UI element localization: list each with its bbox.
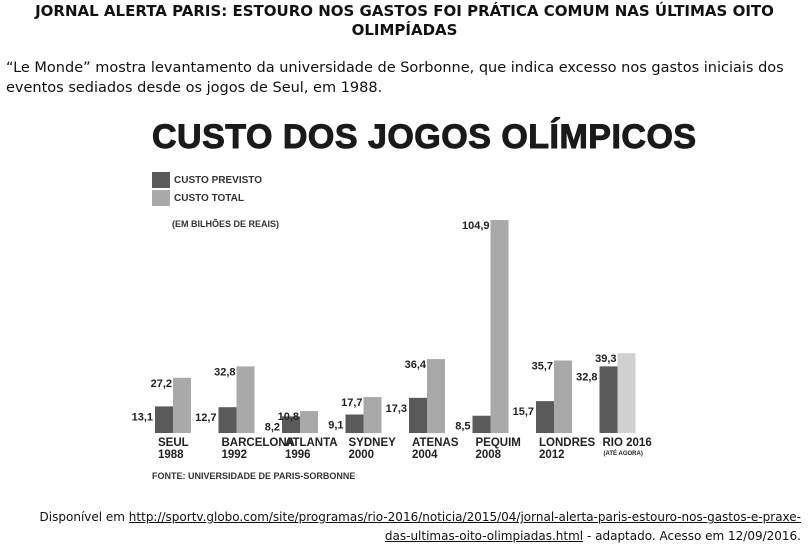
data-label-total: 36,4	[405, 359, 427, 371]
citation-link[interactable]: http://sportv.globo.com/site/programas/r…	[128, 510, 801, 543]
legend-swatch-total	[152, 190, 170, 206]
headline: JORNAL ALERTA PARIS: ESTOURO NOS GASTOS …	[35, 2, 774, 39]
bar-total	[554, 360, 572, 433]
category-year: 2004	[412, 449, 438, 461]
bar-previsto	[472, 415, 491, 433]
data-label-previsto: 8,5	[455, 421, 470, 433]
citation-prefix: Disponível em	[39, 510, 129, 524]
legend-item-total: CUSTO TOTAL	[152, 190, 244, 206]
category-label: ATLANTA	[285, 437, 338, 449]
category-note: (ATÉ AGORA)	[604, 449, 643, 457]
bar-previsto	[155, 406, 173, 433]
data-label-previsto: 17,3	[386, 403, 407, 415]
citation: Disponível em http://sportv.globo.com/si…	[21, 508, 801, 546]
chart-source: FONTE: UNIVERSIDADE DE PARIS-SORBONNE	[152, 471, 356, 481]
bar-previsto	[409, 397, 427, 433]
category-label: ATENAS	[412, 437, 459, 449]
data-label-total: 104,9	[462, 220, 490, 232]
data-label-total: 39,3	[595, 353, 616, 365]
bar-previsto	[536, 401, 554, 433]
category-label: SYDNEY	[349, 437, 397, 449]
category-year: 2012	[539, 449, 565, 461]
data-label-previsto: 15,7	[513, 406, 534, 418]
bar-previsto	[345, 414, 364, 433]
data-label-total: 17,7	[341, 397, 362, 409]
bar-total	[236, 366, 255, 433]
bar-total	[490, 220, 509, 433]
bar-previsto	[282, 416, 300, 433]
data-label-previsto: 13,1	[132, 411, 153, 423]
bar-total	[300, 411, 318, 433]
data-label-previsto: 12,7	[195, 412, 216, 424]
bar-previsto	[599, 366, 618, 433]
data-label-previsto: 32,8	[576, 371, 597, 383]
data-label-previsto: 9,1	[328, 420, 343, 432]
bar-total	[363, 397, 382, 433]
category-label: LONDRES	[539, 437, 596, 449]
category-year: 1996	[285, 449, 311, 461]
bar-total	[617, 353, 636, 433]
bar-previsto	[218, 407, 237, 433]
category-year: 1988	[158, 449, 184, 461]
data-label-total: 10,8	[278, 411, 299, 423]
legend-label-previsto: CUSTO PREVISTO	[174, 174, 262, 186]
category-label: PEQUIM	[476, 437, 521, 449]
legend-item-previsto: CUSTO PREVISTO	[152, 172, 262, 188]
legend-swatch-previsto	[152, 172, 170, 188]
intro-paragraph: “Le Monde” mostra levantamento da univer…	[6, 60, 784, 96]
category-label: BARCELONA	[222, 437, 295, 449]
data-label-total: 32,8	[214, 366, 235, 378]
data-label-total: 35,7	[532, 361, 553, 373]
category-label: SEUL	[158, 437, 189, 449]
category-year: 1992	[222, 449, 248, 461]
legend-label-total: CUSTO TOTAL	[174, 192, 244, 204]
bar-total	[173, 377, 191, 433]
category-year: 2008	[476, 449, 502, 461]
bar-total	[427, 359, 445, 433]
unit-note: (EM BILHÕES DE REAIS)	[172, 219, 280, 229]
citation-suffix: - adaptado. Acesso em 12/09/2016.	[583, 529, 801, 543]
category-label: RIO 2016	[603, 437, 652, 449]
category-year: 2000	[349, 449, 375, 461]
chart-title: CUSTO DOS JOGOS OLÍMPICOS	[152, 118, 697, 157]
data-label-previsto: 8,2	[265, 421, 280, 433]
data-label-total: 27,2	[151, 378, 172, 390]
